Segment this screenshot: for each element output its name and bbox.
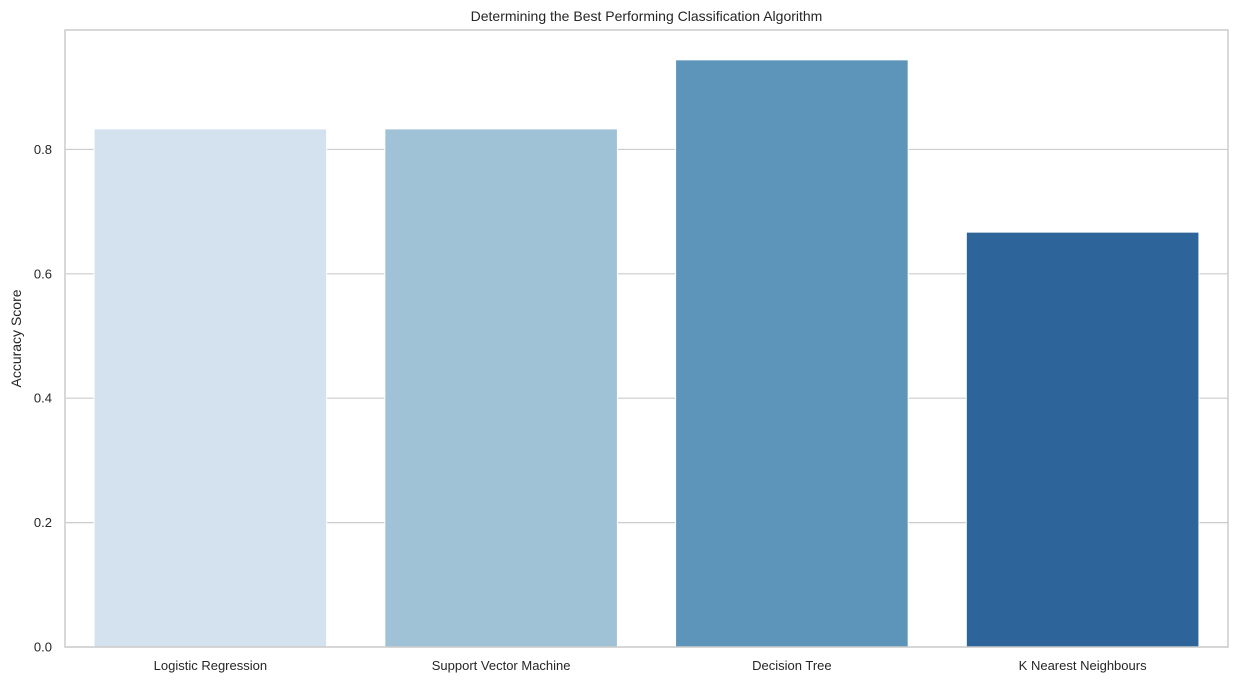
y-tick-label: 0.8 xyxy=(34,142,52,157)
plot-frame xyxy=(64,29,1229,648)
bar xyxy=(675,59,909,648)
bar xyxy=(965,231,1200,648)
chart-title: Determining the Best Performing Classifi… xyxy=(471,8,823,24)
x-axis-ticks: Logistic Regression Support Vector Machin… xyxy=(154,658,1147,673)
bars xyxy=(93,59,1200,648)
y-tick-label: 0.4 xyxy=(34,391,52,406)
bar xyxy=(384,128,618,648)
y-axis-label: Accuracy Score xyxy=(8,289,24,387)
bar xyxy=(93,128,328,648)
y-axis-ticks: 0.0 0.2 0.4 0.6 0.8 xyxy=(34,142,52,655)
y-tick-label: 0.6 xyxy=(34,266,52,281)
x-tick-label: Support Vector Machine xyxy=(432,658,571,673)
x-tick-label: Decision Tree xyxy=(752,658,831,673)
y-tick-label: 0.0 xyxy=(34,640,52,655)
y-tick-label: 0.2 xyxy=(34,515,52,530)
x-tick-label: Logistic Regression xyxy=(154,658,267,673)
x-tick-label: K Nearest Neighbours xyxy=(1019,658,1147,673)
